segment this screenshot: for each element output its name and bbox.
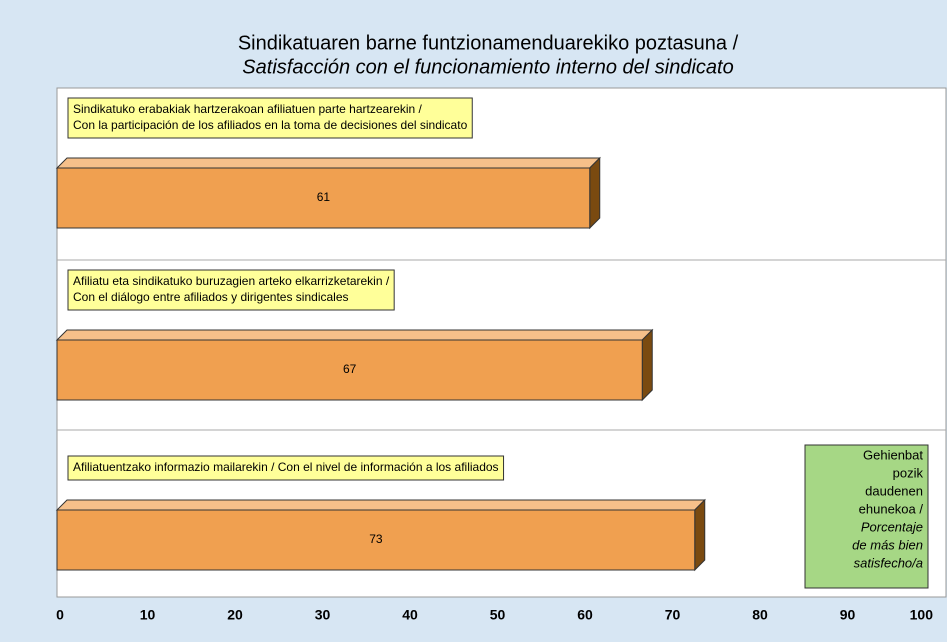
x-tick-label: 90 [840, 607, 856, 623]
x-tick-label: 30 [315, 607, 331, 623]
x-tick-label: 20 [227, 607, 243, 623]
x-tick-label: 70 [665, 607, 681, 623]
category-label: Afiliatuentzako informazio mailarekin / … [73, 460, 499, 474]
annotation-text: Porcentaje [861, 519, 923, 534]
x-tick-label: 50 [490, 607, 506, 623]
category-label-box [67, 97, 473, 139]
category-label-box [67, 269, 395, 311]
value-label: 61 [317, 190, 331, 204]
category-label: Con la participación de los afiliados en… [73, 118, 468, 132]
annotation-text: pozik [893, 465, 924, 480]
annotation-text: de más bien [852, 537, 923, 552]
chart-title: Sindikatuaren barne funtzionamenduarekik… [238, 32, 739, 54]
chart-subtitle: Satisfacción con el funcionamiento inter… [242, 56, 733, 78]
x-tick-label: 40 [402, 607, 418, 623]
x-tick-label: 100 [910, 607, 934, 623]
annotation-text: satisfecho/a [854, 555, 923, 570]
bar [56, 167, 591, 229]
annotation-text: daudenen [865, 483, 923, 498]
annotation-text: ehunekoa / [859, 501, 924, 516]
bar-side [589, 156, 601, 230]
bar-side [694, 498, 706, 572]
value-label: 67 [343, 362, 357, 376]
category-label: Afiliatu eta sindikatuko buruzagien arte… [73, 274, 390, 288]
bar [56, 509, 696, 571]
category-label: Con el diálogo entre afiliados y dirigen… [73, 290, 349, 304]
bar-top [55, 499, 706, 511]
x-tick-label: 10 [140, 607, 156, 623]
x-tick-label: 0 [56, 607, 64, 623]
annotation-text: Gehienbat [863, 447, 923, 462]
bar-top [55, 329, 654, 341]
category-label: Sindikatuko erabakiak hartzerakoan afili… [73, 102, 423, 116]
x-tick-label: 80 [752, 607, 768, 623]
bar [56, 339, 643, 401]
annotation-box [804, 444, 929, 589]
x-tick-label: 60 [577, 607, 593, 623]
bar-top [55, 157, 601, 169]
category-label-box [67, 455, 505, 481]
bar-side [641, 328, 653, 402]
value-label: 73 [369, 532, 383, 546]
